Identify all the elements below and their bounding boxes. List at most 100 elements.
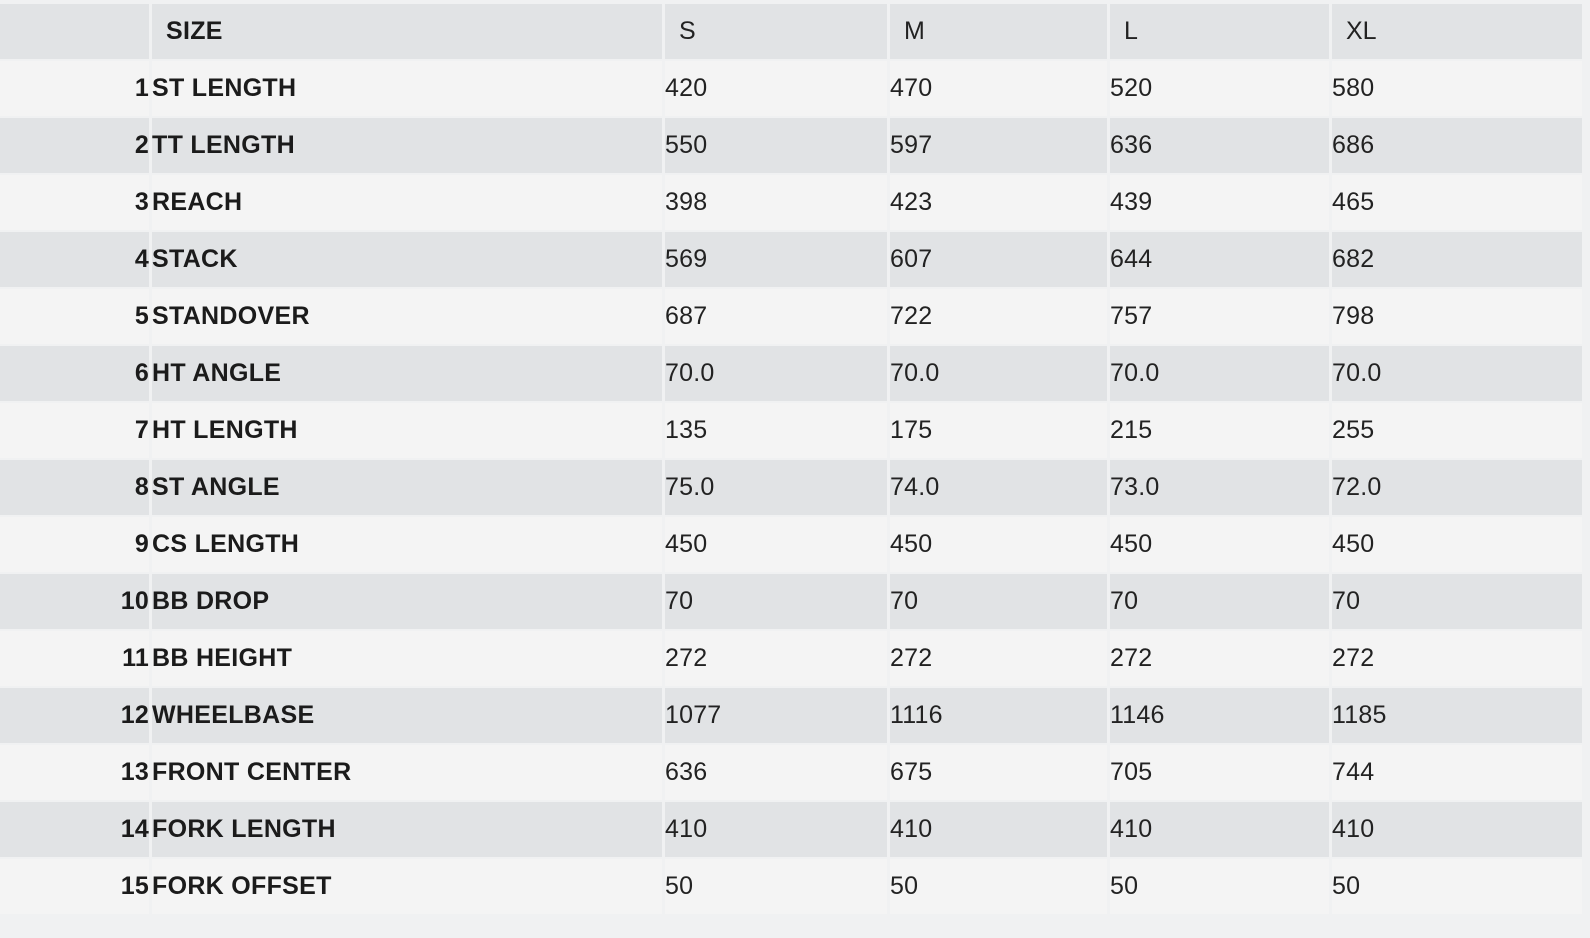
row-11-value-s: 272 [665,631,890,688]
row-8-value-xl: 72.0 [1332,460,1582,517]
row-12-value-s: 1077 [665,688,890,745]
row-number-9: 9 [0,517,152,574]
row-7-value-m: 175 [890,403,1110,460]
row-2-value-m: 597 [890,118,1110,175]
row-10-value-m: 70 [890,574,1110,631]
row-5-value-m: 722 [890,289,1110,346]
table-row: 8 ST ANGLE 75.0 74.0 73.0 72.0 [0,460,1582,517]
row-label-1: ST LENGTH [152,61,665,118]
row-number-13: 13 [0,745,152,802]
row-label-2: TT LENGTH [152,118,665,175]
header-rownumber-blank [0,4,152,61]
header-size-label: SIZE [152,4,665,61]
row-number-3: 3 [0,175,152,232]
row-5-value-xl: 798 [1332,289,1582,346]
row-10-value-l: 70 [1110,574,1332,631]
row-14-value-s: 410 [665,802,890,859]
row-label-7: HT LENGTH [152,403,665,460]
row-14-value-m: 410 [890,802,1110,859]
row-7-value-l: 215 [1110,403,1332,460]
table-row: 3 REACH 398 423 439 465 [0,175,1582,232]
table-row: 13 FRONT CENTER 636 675 705 744 [0,745,1582,802]
row-13-value-s: 636 [665,745,890,802]
row-number-14: 14 [0,802,152,859]
row-number-10: 10 [0,574,152,631]
table-row: 14 FORK LENGTH 410 410 410 410 [0,802,1582,859]
row-8-value-s: 75.0 [665,460,890,517]
row-11-value-l: 272 [1110,631,1332,688]
row-15-value-l: 50 [1110,859,1332,916]
row-15-value-m: 50 [890,859,1110,916]
row-7-value-xl: 255 [1332,403,1582,460]
row-8-value-l: 73.0 [1110,460,1332,517]
row-10-value-s: 70 [665,574,890,631]
row-number-11: 11 [0,631,152,688]
row-label-8: ST ANGLE [152,460,665,517]
row-label-13: FRONT CENTER [152,745,665,802]
row-number-4: 4 [0,232,152,289]
row-5-value-s: 687 [665,289,890,346]
row-number-2: 2 [0,118,152,175]
row-9-value-xl: 450 [1332,517,1582,574]
row-label-5: STANDOVER [152,289,665,346]
table-row: 5 STANDOVER 687 722 757 798 [0,289,1582,346]
row-6-value-s: 70.0 [665,346,890,403]
row-number-6: 6 [0,346,152,403]
row-number-15: 15 [0,859,152,916]
header-size-m: M [890,4,1110,61]
table-row: 9 CS LENGTH 450 450 450 450 [0,517,1582,574]
row-10-value-xl: 70 [1332,574,1582,631]
header-size-xl: XL [1332,4,1582,61]
row-2-value-s: 550 [665,118,890,175]
table-row: 15 FORK OFFSET 50 50 50 50 [0,859,1582,916]
row-1-value-l: 520 [1110,61,1332,118]
row-number-8: 8 [0,460,152,517]
row-12-value-m: 1116 [890,688,1110,745]
row-6-value-m: 70.0 [890,346,1110,403]
table-header: SIZE S M L XL [0,4,1582,61]
row-15-value-xl: 50 [1332,859,1582,916]
geometry-table: SIZE S M L XL 1 ST LENGTH 420 470 520 580 2 TT … [0,4,1582,916]
row-6-value-l: 70.0 [1110,346,1332,403]
row-12-value-xl: 1185 [1332,688,1582,745]
row-9-value-m: 450 [890,517,1110,574]
table-row: 7 HT LENGTH 135 175 215 255 [0,403,1582,460]
row-number-5: 5 [0,289,152,346]
row-3-value-xl: 465 [1332,175,1582,232]
row-3-value-s: 398 [665,175,890,232]
row-number-1: 1 [0,61,152,118]
row-label-14: FORK LENGTH [152,802,665,859]
row-12-value-l: 1146 [1110,688,1332,745]
row-11-value-xl: 272 [1332,631,1582,688]
header-size-s: S [665,4,890,61]
header-size-l: L [1110,4,1332,61]
row-label-12: WHEELBASE [152,688,665,745]
row-label-9: CS LENGTH [152,517,665,574]
row-11-value-m: 272 [890,631,1110,688]
row-label-6: HT ANGLE [152,346,665,403]
row-label-15: FORK OFFSET [152,859,665,916]
row-13-value-m: 675 [890,745,1110,802]
row-2-value-xl: 686 [1332,118,1582,175]
row-label-3: REACH [152,175,665,232]
header-row: SIZE S M L XL [0,4,1582,61]
table-row: 6 HT ANGLE 70.0 70.0 70.0 70.0 [0,346,1582,403]
table-row: 2 TT LENGTH 550 597 636 686 [0,118,1582,175]
row-number-12: 12 [0,688,152,745]
row-label-11: BB HEIGHT [152,631,665,688]
row-6-value-xl: 70.0 [1332,346,1582,403]
row-9-value-s: 450 [665,517,890,574]
row-4-value-s: 569 [665,232,890,289]
row-3-value-m: 423 [890,175,1110,232]
table-body: 1 ST LENGTH 420 470 520 580 2 TT LENGTH 550 597 63… [0,61,1582,916]
row-15-value-s: 50 [665,859,890,916]
row-4-value-xl: 682 [1332,232,1582,289]
row-label-10: BB DROP [152,574,665,631]
row-1-value-xl: 580 [1332,61,1582,118]
row-1-value-s: 420 [665,61,890,118]
row-14-value-xl: 410 [1332,802,1582,859]
row-5-value-l: 757 [1110,289,1332,346]
table-row: 1 ST LENGTH 420 470 520 580 [0,61,1582,118]
row-9-value-l: 450 [1110,517,1332,574]
table-row: 11 BB HEIGHT 272 272 272 272 [0,631,1582,688]
